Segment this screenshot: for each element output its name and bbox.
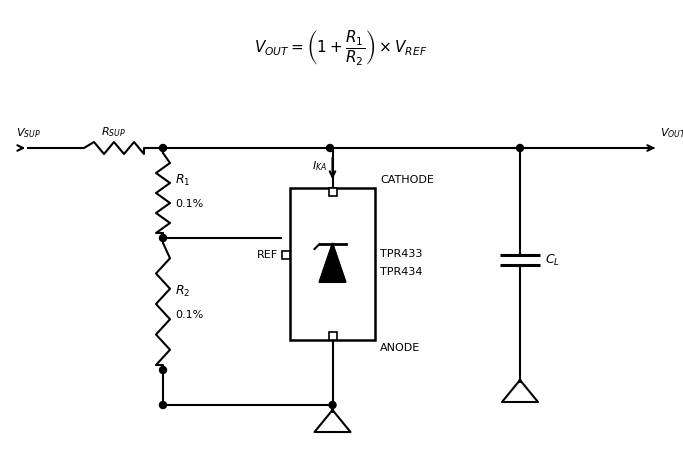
Text: ANODE: ANODE <box>380 343 420 353</box>
Bar <box>329 332 337 340</box>
Text: TPR433: TPR433 <box>380 249 422 259</box>
Polygon shape <box>320 244 346 282</box>
Text: CATHODE: CATHODE <box>380 175 434 185</box>
Text: $V_{SUP}$: $V_{SUP}$ <box>16 126 41 140</box>
Text: 0.1%: 0.1% <box>175 310 204 320</box>
Text: $R_2$: $R_2$ <box>175 284 191 299</box>
Text: REF: REF <box>257 250 278 260</box>
Text: 0.1%: 0.1% <box>175 199 204 209</box>
Text: TPR434: TPR434 <box>380 267 423 277</box>
Circle shape <box>160 235 167 242</box>
Text: $V_{OUT}$: $V_{OUT}$ <box>660 126 683 140</box>
Bar <box>282 251 290 259</box>
Text: $C_L$: $C_L$ <box>545 253 560 268</box>
Bar <box>329 188 337 196</box>
Circle shape <box>160 402 167 409</box>
Text: $I_{KA}$: $I_{KA}$ <box>312 159 328 174</box>
Text: $\mathit{V}_{OUT} = \left(1 + \dfrac{R_1}{R_2}\right) \times \mathit{V}_{REF}$: $\mathit{V}_{OUT} = \left(1 + \dfrac{R_1… <box>254 28 428 68</box>
Text: $R_1$: $R_1$ <box>175 173 191 188</box>
Bar <box>290 188 375 340</box>
Text: $R_{SUP}$: $R_{SUP}$ <box>102 125 126 139</box>
Circle shape <box>160 144 167 151</box>
Circle shape <box>329 402 336 409</box>
Circle shape <box>160 367 167 374</box>
Circle shape <box>326 144 333 151</box>
Circle shape <box>516 144 523 151</box>
